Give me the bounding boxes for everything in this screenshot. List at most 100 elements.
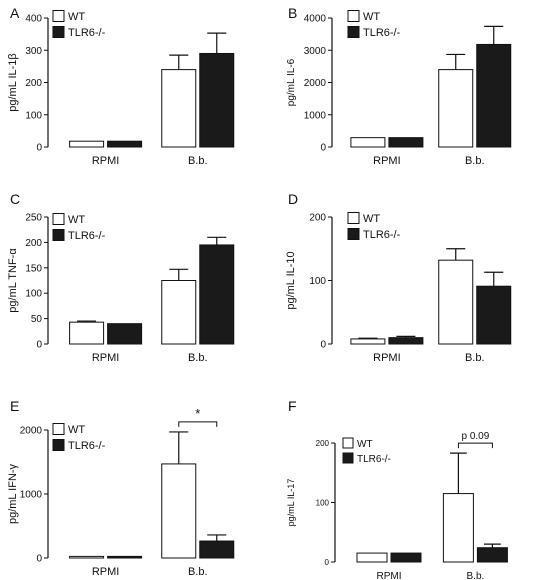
y-tick-label: 0 — [325, 558, 330, 567]
y-axis-title: pg/mL TNF-α — [7, 248, 19, 313]
x-category-label: B.b. — [188, 352, 208, 364]
legend-swatch-ko — [342, 452, 354, 464]
y-tick-label: 0 — [36, 340, 42, 351]
x-category-label: RPMI — [92, 155, 120, 167]
bar-ko-rpmi — [390, 552, 422, 563]
x-category-label: B.b. — [465, 352, 485, 364]
legend-label-wt: WT — [68, 11, 85, 23]
bar-wt-bb — [438, 259, 474, 345]
legend-label-wt: WT — [68, 214, 85, 226]
panel-label: D — [288, 191, 298, 207]
y-tick-label: 200 — [309, 213, 326, 224]
panel-e: E 0 1000 2000 pg/mL IFN-γ RPMI B.b. WT TLR6-/- * — [7, 398, 235, 578]
x-category-label: B.b. — [467, 571, 485, 580]
bar-wt-bb — [161, 69, 197, 148]
legend-swatch-ko — [52, 229, 65, 241]
y-tick-label: 50 — [31, 314, 43, 325]
bar-ko-bb — [476, 285, 512, 345]
y-tick-label: 2000 — [20, 426, 43, 437]
y-tick-label: 4000 — [304, 14, 327, 25]
bar-ko-rpmi — [107, 140, 143, 148]
y-tick-label: 150 — [25, 263, 42, 274]
bar-ko-bb — [199, 540, 235, 559]
bar-wt-bb — [442, 493, 474, 563]
x-category-label: RPMI — [373, 352, 401, 364]
panel-label: C — [10, 191, 20, 207]
legend-swatch-wt — [347, 212, 360, 224]
legend-label-wt: WT — [363, 11, 380, 23]
legend-label-wt: WT — [363, 213, 380, 225]
legend-swatch-ko — [52, 439, 65, 451]
significance-label: * — [195, 406, 200, 421]
panel-label: A — [10, 5, 20, 21]
y-tick-label: 0 — [36, 554, 42, 565]
y-tick-label: 2000 — [304, 78, 327, 89]
legend-swatch-wt — [342, 437, 354, 449]
bar-ko-rpmi — [388, 137, 424, 148]
x-category-label: B.b. — [465, 155, 485, 167]
y-axis-title: pg/mL IL-17 — [286, 479, 296, 527]
bar-wt-rpmi — [356, 552, 388, 563]
y-tick-label: 100 — [316, 498, 330, 507]
legend-label-ko: TLR6-/- — [68, 230, 106, 242]
legend-label-ko: TLR6-/- — [363, 229, 401, 241]
panel-f: F 0 100 200 pg/mL IL-17 RPMI B.b. WT TLR6-/- p 0.… — [286, 398, 508, 580]
legend-swatch-wt — [347, 10, 360, 22]
bar-ko-bb — [199, 244, 235, 345]
y-tick-label: 0 — [320, 143, 326, 154]
y-axis-title: pg/mL IL-1β — [7, 53, 19, 112]
y-tick-label: 100 — [309, 276, 326, 287]
x-category-label: RPMI — [92, 566, 120, 578]
y-axis-title: pg/mL IL-6 — [286, 58, 297, 106]
legend-label-ko: TLR6-/- — [363, 27, 401, 39]
significance-label: p 0.09 — [461, 431, 489, 442]
y-axis-title: pg/mL IFN-γ — [7, 463, 19, 524]
legend-swatch-ko — [347, 26, 360, 38]
x-category-label: RPMI — [373, 155, 401, 167]
legend-swatch-wt — [52, 423, 65, 435]
legend-label-ko: TLR6-/- — [68, 27, 106, 39]
legend-swatch-wt — [52, 213, 65, 225]
panel-label: F — [288, 398, 297, 414]
y-tick-label: 0 — [36, 143, 42, 154]
legend-swatch-ko — [52, 26, 65, 38]
x-category-label: RPMI — [92, 352, 120, 364]
y-tick-label: 1000 — [304, 110, 327, 121]
y-tick-label: 400 — [25, 14, 42, 25]
legend-label-ko: TLR6-/- — [357, 454, 391, 465]
y-tick-label: 3000 — [304, 46, 327, 57]
y-tick-label: 200 — [25, 238, 42, 249]
panel-b: B 0 1000 2000 3000 4000 pg/mL IL-6 RPMI B.b. WT TL… — [286, 5, 512, 167]
panel-label: B — [288, 5, 297, 21]
y-tick-label: 100 — [25, 110, 42, 121]
bar-ko-rpmi — [388, 337, 424, 345]
bar-ko-rpmi — [107, 323, 143, 345]
y-tick-label: 200 — [316, 439, 330, 448]
y-tick-label: 1000 — [20, 490, 43, 501]
legend-label-ko: TLR6-/- — [68, 440, 106, 452]
significance-bracket — [457, 442, 493, 449]
y-tick-label: 200 — [25, 78, 42, 89]
bar-ko-bb — [199, 52, 235, 148]
bar-wt-rpmi — [350, 137, 386, 148]
legend-label-wt: WT — [357, 439, 373, 450]
panel-a: A 0 100 200 300 400 pg/mL IL-1β RPMI B.b. WT TLR6-… — [7, 5, 235, 167]
y-tick-label: 300 — [25, 46, 42, 57]
panel-label: E — [10, 398, 19, 414]
panel-d: D 0 100 200 pg/mL IL-10 RPMI B.b. WT TLR6-/- — [285, 191, 512, 364]
bar-ko-bb — [476, 43, 512, 148]
y-axis-title: pg/mL IL-10 — [285, 251, 297, 309]
legend-swatch-wt — [52, 10, 65, 22]
bar-wt-rpmi — [69, 555, 105, 559]
bar-wt-bb — [161, 280, 197, 345]
x-category-label: B.b. — [188, 566, 208, 578]
significance-bracket — [178, 421, 218, 427]
bar-wt-bb — [161, 463, 197, 559]
x-category-label: B.b. — [188, 155, 208, 167]
y-tick-label: 0 — [320, 340, 326, 351]
bar-wt-rpmi — [350, 338, 386, 345]
x-category-label: RPMI — [377, 571, 402, 580]
legend-swatch-ko — [347, 228, 360, 240]
y-tick-label: 250 — [25, 213, 42, 224]
